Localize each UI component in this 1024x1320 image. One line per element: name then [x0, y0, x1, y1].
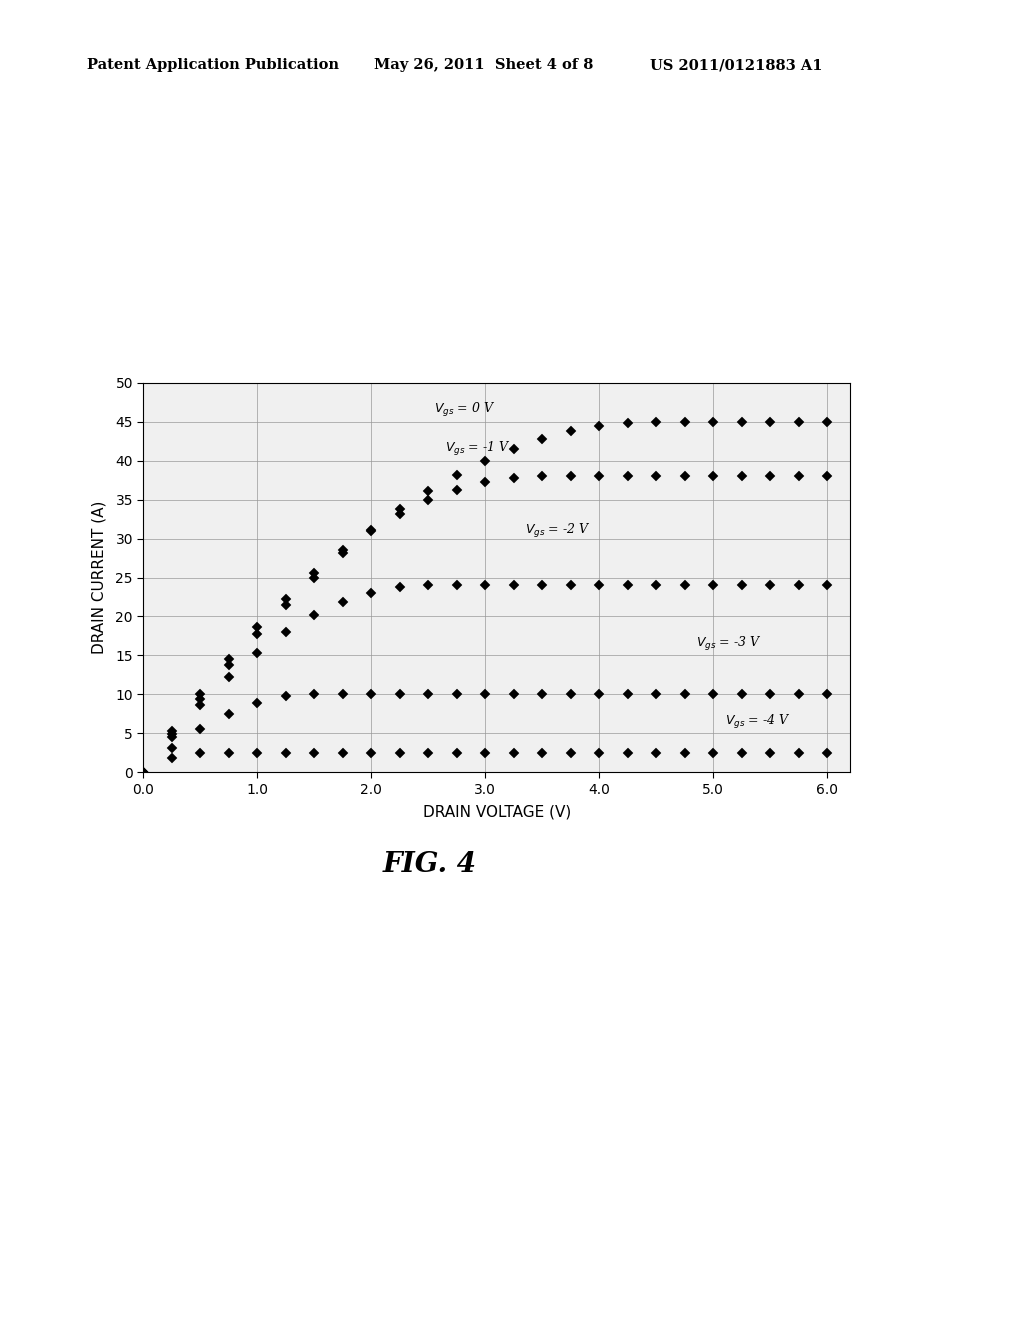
Text: Patent Application Publication: Patent Application Publication: [87, 58, 339, 73]
Text: US 2011/0121883 A1: US 2011/0121883 A1: [650, 58, 822, 73]
X-axis label: DRAIN VOLTAGE (V): DRAIN VOLTAGE (V): [423, 805, 570, 820]
Text: May 26, 2011  Sheet 4 of 8: May 26, 2011 Sheet 4 of 8: [374, 58, 593, 73]
Text: FIG. 4: FIG. 4: [383, 851, 477, 878]
Y-axis label: DRAIN CURRENT (A): DRAIN CURRENT (A): [92, 500, 106, 655]
Text: $V_{gs}$ = -3 V: $V_{gs}$ = -3 V: [696, 635, 762, 652]
Text: $V_{gs}$ = -1 V: $V_{gs}$ = -1 V: [445, 440, 511, 458]
Text: $V_{gs}$ = 0 V: $V_{gs}$ = 0 V: [434, 401, 496, 418]
Text: $V_{gs}$ = -4 V: $V_{gs}$ = -4 V: [725, 713, 791, 730]
Text: $V_{gs}$ = -2 V: $V_{gs}$ = -2 V: [525, 521, 591, 540]
